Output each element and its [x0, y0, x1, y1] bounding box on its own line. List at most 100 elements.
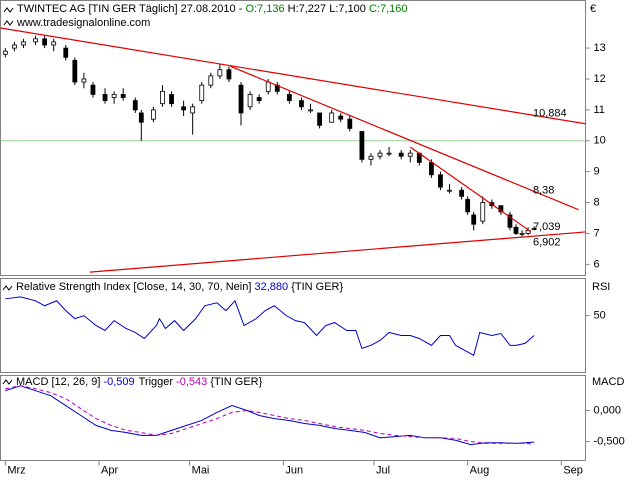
annotation: 10,884 [533, 107, 567, 119]
x-tick-label: Apr [101, 464, 118, 476]
trend-line [89, 231, 586, 273]
trend-line [230, 65, 579, 211]
candle-body [507, 214, 513, 228]
candle-body [286, 94, 292, 102]
rsi-plot [5, 296, 535, 357]
y-tick-label: 9 [594, 166, 600, 178]
candle-body [513, 226, 519, 234]
candle-body [138, 112, 144, 123]
candle-body [160, 90, 165, 105]
candle-body [208, 75, 214, 86]
candle-body [519, 233, 525, 235]
title: MACD [12, 26, 9] [16, 376, 103, 388]
y-axis-label: MACD [592, 376, 624, 388]
y-tick-label: 7 [594, 227, 600, 239]
candle-body [447, 189, 452, 192]
chart-title: TWINTEC AG [TIN GER Täglich] 27.08.2010 … [17, 3, 408, 15]
candle-body [459, 189, 465, 197]
x-tick-label: Jul [376, 464, 390, 476]
y-tick-label: 11 [594, 104, 605, 116]
candle-body [299, 100, 304, 108]
y-tick-label: 50 [594, 310, 606, 322]
candle-body [438, 174, 443, 188]
candle-body [111, 94, 117, 98]
candle-body [531, 228, 537, 230]
candle-body [169, 94, 174, 105]
x-tick-label: Aug [470, 464, 490, 476]
candle-body [265, 81, 271, 92]
candle-body [21, 41, 26, 46]
candle-body [63, 47, 69, 58]
title: Relative Strength Index [Close, 14, 30, … [16, 281, 254, 293]
series-line [5, 385, 535, 445]
candle-body [480, 202, 486, 222]
candle-body [72, 60, 78, 83]
y-tick-label: 8 [594, 196, 600, 208]
candle-body [317, 112, 322, 126]
title-suffix: {TIN GER} [288, 281, 343, 293]
macd-title: MACD [12, 26, 9] -0,509 Trigger -0,543 {TI… [16, 376, 263, 388]
last-value: -0,509 [103, 376, 134, 388]
rsi-panel [0, 278, 586, 373]
last-value: -0,543 [176, 376, 207, 388]
candle-body [368, 155, 374, 160]
y-tick-label: 13 [594, 42, 606, 54]
icon [2, 285, 13, 291]
candle-body [398, 152, 404, 157]
annotation: 6,902 [533, 236, 561, 248]
y-tick-label: 12 [594, 73, 606, 85]
candle-body [132, 100, 138, 111]
y-tick-label: 10 [594, 135, 606, 147]
candle-body [386, 152, 392, 155]
candle-body [226, 69, 232, 80]
x-tick-label: Jun [285, 464, 303, 476]
candle-body [120, 94, 126, 98]
candle-body [428, 162, 434, 176]
title: TWINTEC AG [TIN GER Täglich] 27.08.2010 … [17, 3, 245, 15]
y-axis-label: € [590, 3, 596, 15]
ohlc-hl: H:7,227 L:7,100 [285, 3, 369, 15]
candle-body [51, 41, 57, 46]
candle-body [329, 112, 335, 123]
x-tick-label: Mrz [7, 464, 25, 476]
trend-line [409, 146, 532, 233]
candle-body [190, 106, 196, 114]
subtitle: www.tradesignalonline.com [16, 17, 150, 29]
icon [3, 20, 14, 26]
candle-body [81, 78, 87, 83]
candle-body [407, 152, 413, 157]
y-tick-label: 0,000 [594, 404, 622, 416]
candle-body [347, 118, 353, 129]
icon [2, 379, 13, 385]
title-suffix: {TIN GER} [207, 376, 262, 388]
ohlc-close: C:7,160 [369, 3, 408, 15]
labels: TWINTEC AG [TIN GER Täglich] 27.08.2010 … [2, 3, 625, 476]
candle-body [42, 38, 48, 46]
candle-body [256, 97, 262, 102]
trend-line [0, 27, 586, 125]
candle-body [338, 115, 344, 120]
ohlc-open: O:7,136 [245, 3, 284, 15]
candle-body [471, 214, 477, 225]
candle-body [377, 152, 383, 157]
series-name: Trigger [139, 376, 174, 388]
icon [3, 7, 14, 13]
candle-body [150, 109, 156, 120]
candle-body [2, 50, 8, 55]
candle-body [90, 84, 96, 95]
price-plot [0, 27, 586, 273]
candle-body [11, 44, 17, 49]
candle-body [308, 109, 313, 112]
candle-body [181, 106, 187, 111]
macd-plot [5, 385, 535, 446]
annotation: 7,039 [533, 221, 561, 233]
annotation: 8,38 [533, 185, 554, 197]
candle-body [465, 199, 471, 213]
rsi-title: Relative Strength Index [Close, 14, 30, … [16, 281, 343, 293]
y-tick-label: -0,500 [594, 435, 625, 447]
candle-body [217, 69, 223, 77]
series-line [5, 385, 535, 446]
candle-body [359, 131, 365, 160]
y-axis-label: RSI [592, 281, 610, 293]
